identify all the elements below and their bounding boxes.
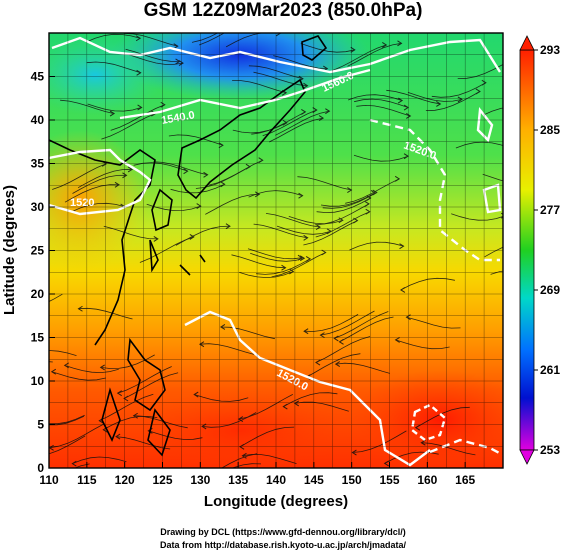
streamlines xyxy=(49,33,503,468)
x-tick-label: 110 xyxy=(39,473,59,487)
y-tick-label: 0 xyxy=(37,461,44,475)
colorbar-tick-label: 253 xyxy=(540,443,560,457)
x-tick-label: 150 xyxy=(342,473,362,487)
x-tick-label: 160 xyxy=(417,473,437,487)
y-axis: 0 5 10 15 20 25 30 35 40 45 xyxy=(31,70,55,475)
x-axis-label: Longitude (degrees) xyxy=(204,493,348,510)
y-tick-label: 25 xyxy=(31,244,45,258)
colorbar: 293 285 277 269 261 253 xyxy=(519,35,560,465)
colorbar-tick-label: 269 xyxy=(540,283,560,297)
y-tick-label: 45 xyxy=(31,70,45,84)
x-tick-label: 140 xyxy=(266,473,286,487)
x-tick-label: 125 xyxy=(152,473,172,487)
y-tick-label: 10 xyxy=(31,374,45,388)
colorbar-tick-label: 261 xyxy=(540,363,560,377)
x-tick-label: 135 xyxy=(228,473,248,487)
y-axis-label: Latitude (degrees) xyxy=(1,185,18,315)
credit-data: Data from http://database.rish.kyoto-u.a… xyxy=(159,540,407,550)
x-axis: 110 115 120 125 130 135 140 145 150 155 160 165 xyxy=(39,462,475,487)
x-tick-label: 120 xyxy=(115,473,135,487)
y-tick-label: 35 xyxy=(31,157,45,171)
credit-drawing: Drawing by DCL (https://www.gfd-dennou.o… xyxy=(160,527,406,537)
y-tick-label: 15 xyxy=(31,331,45,345)
y-tick-label: 20 xyxy=(31,287,45,301)
colorbar-top-arrow xyxy=(519,35,535,51)
x-tick-label: 155 xyxy=(379,473,399,487)
y-tick-label: 30 xyxy=(31,200,45,214)
colorbar-bottom-arrow xyxy=(519,449,535,465)
chart-title: GSM 12Z09Mar2023 (850.0hPa) xyxy=(143,0,423,21)
contour-label: 1540.0 xyxy=(160,109,195,127)
x-tick-label: 115 xyxy=(77,473,97,487)
grid-lines xyxy=(49,33,503,468)
y-tick-label: 5 xyxy=(37,418,44,432)
colorbar-tick-label: 293 xyxy=(540,43,560,57)
x-tick-label: 145 xyxy=(304,473,324,487)
contour-label: 1520 xyxy=(70,197,94,209)
colorbar-tick-label: 285 xyxy=(540,123,560,137)
height-contours xyxy=(49,36,503,467)
colorbar-tick-label: 277 xyxy=(540,203,560,217)
x-tick-label: 165 xyxy=(455,473,475,487)
y-tick-label: 40 xyxy=(31,113,45,127)
x-tick-label: 130 xyxy=(190,473,210,487)
